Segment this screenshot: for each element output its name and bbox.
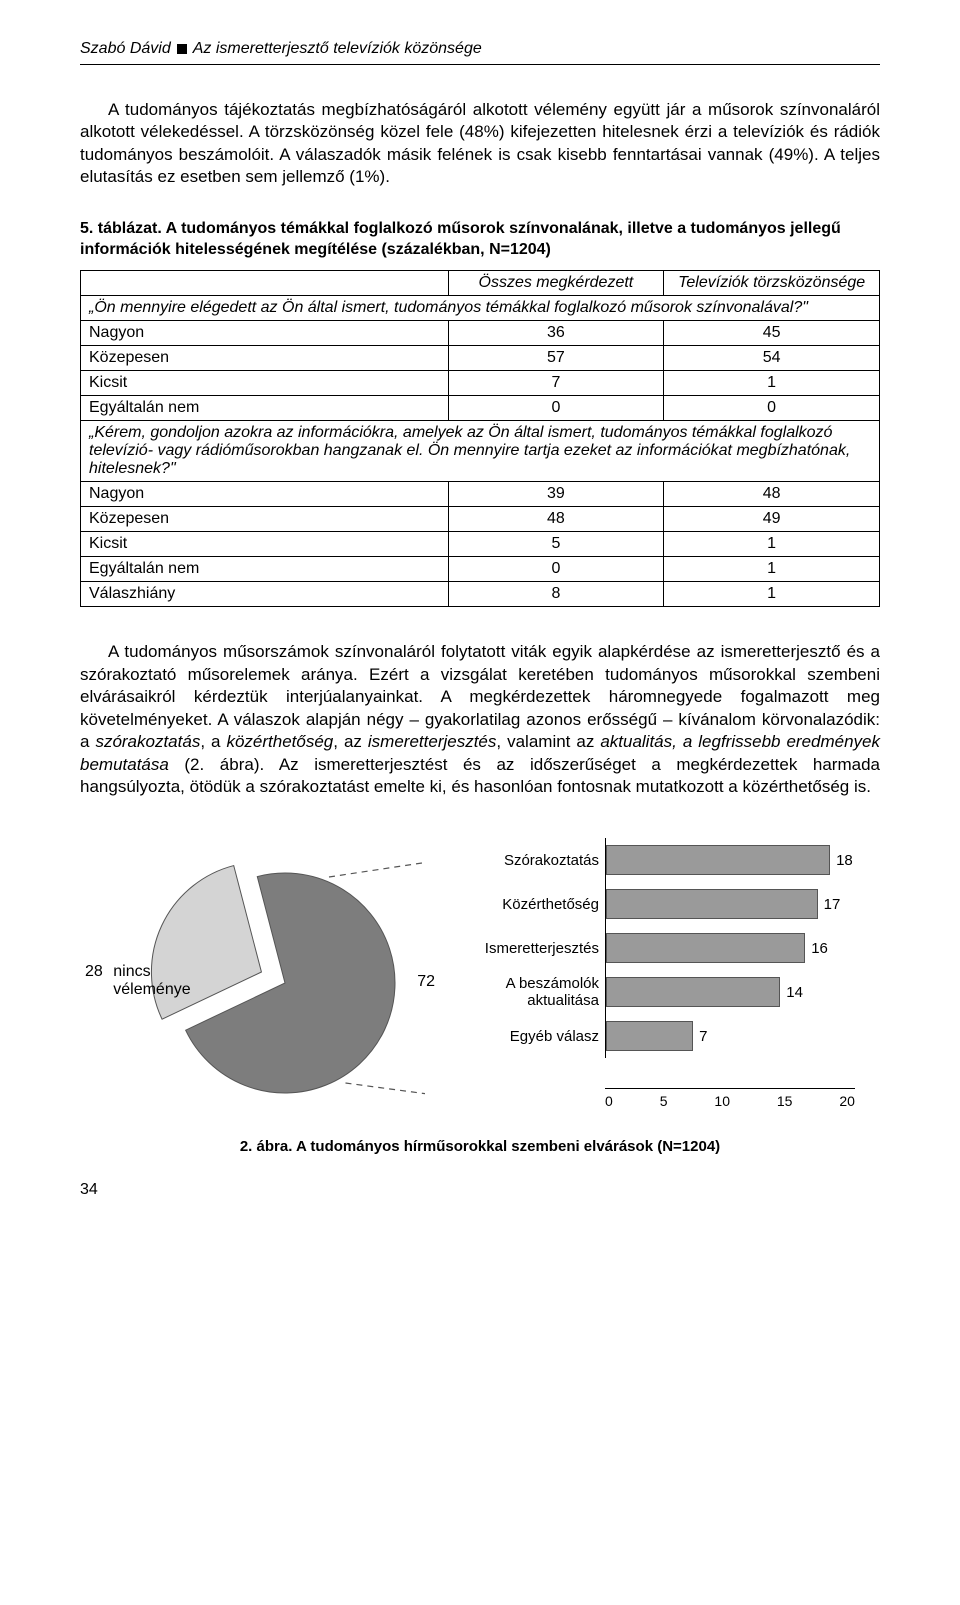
- pie-chart: 28 nincs véleménye 72: [105, 843, 425, 1113]
- table-row: Nagyon3948: [81, 482, 880, 507]
- axis-tick: 15: [777, 1093, 793, 1109]
- bar-row: Közérthetőség 17: [435, 882, 855, 926]
- bar-track: 14: [605, 970, 855, 1014]
- bar-rect: [606, 845, 830, 875]
- bar-value: 16: [811, 940, 828, 957]
- author-name: Szabó Dávid: [80, 40, 171, 58]
- bar-label: Közérthetőség: [435, 896, 605, 913]
- bar-rect: [606, 1021, 693, 1051]
- bar-row: A beszámolók aktualitása 14: [435, 970, 855, 1014]
- bar-rect: [606, 889, 818, 919]
- bar-label: Ismeretterjesztés: [435, 940, 605, 957]
- table-header-row: Összes megkérdezett Televíziók törzsközö…: [81, 271, 880, 296]
- table-row: Közepesen4849: [81, 507, 880, 532]
- figure-caption: 2. ábra. A tudományos hírműsorokkal szem…: [80, 1138, 880, 1155]
- bar-track: 16: [605, 926, 855, 970]
- table-row: Közepesen5754: [81, 346, 880, 371]
- col-header-1: Összes megkérdezett: [448, 271, 664, 296]
- table-row: Válaszhiány81: [81, 582, 880, 607]
- x-axis: 0 5 10 15 20: [605, 1088, 855, 1118]
- paragraph-2: A tudományos műsorszámok színvonaláról f…: [80, 641, 880, 798]
- table-row: Egyáltalán nem01: [81, 557, 880, 582]
- bar-rect: [606, 933, 805, 963]
- paragraph-1: A tudományos tájékoztatás megbízhatóságá…: [80, 99, 880, 189]
- question-2: „Kérem, gondoljon azokra az információkr…: [81, 421, 880, 482]
- table-caption: 5. táblázat. A tudományos témákkal fogla…: [80, 219, 880, 261]
- header-rule: [80, 64, 880, 65]
- axis-tick: 20: [839, 1093, 855, 1109]
- axis-tick: 5: [660, 1093, 668, 1109]
- article-title: Az ismeretterjesztő televíziók közönsége: [193, 40, 482, 58]
- bar-row: Ismeretterjesztés 16: [435, 926, 855, 970]
- bar-track: 18: [605, 838, 855, 882]
- bar-value: 14: [786, 984, 803, 1001]
- table-row: Nagyon3645: [81, 321, 880, 346]
- table-row: Kicsit51: [81, 532, 880, 557]
- running-head: Szabó Dávid Az ismeretterjesztő televízi…: [80, 40, 880, 58]
- bar-label: Egyéb válasz: [435, 1028, 605, 1045]
- axis-tick: 10: [714, 1093, 730, 1109]
- bar-value: 17: [824, 896, 841, 913]
- bar-row: Szórakoztatás 18: [435, 838, 855, 882]
- axis-tick: 0: [605, 1093, 613, 1109]
- bar-value: 18: [836, 852, 853, 869]
- question-1: „Ön mennyire elégedett az Ön által ismer…: [81, 296, 880, 321]
- table-row: Kicsit71: [81, 371, 880, 396]
- data-table: Összes megkérdezett Televíziók törzsközö…: [80, 270, 880, 607]
- bar-row: Egyéb válasz 7: [435, 1014, 855, 1058]
- bar-track: 17: [605, 882, 855, 926]
- separator-square-icon: [177, 44, 187, 54]
- bar-track: 7: [605, 1014, 855, 1058]
- bar-rect: [606, 977, 780, 1007]
- table-row: Egyáltalán nem00: [81, 396, 880, 421]
- page-number: 34: [80, 1181, 880, 1199]
- col-header-2: Televíziók törzsközönsége: [664, 271, 880, 296]
- pie-label-has-opinion: 72: [417, 973, 435, 991]
- figure-2: 28 nincs véleménye 72 Szórakoztatás 18 Köz…: [80, 828, 880, 1128]
- pie-label-no-opinion: 28 nincs véleménye: [85, 963, 191, 999]
- bar-label: A beszámolók aktualitása: [435, 975, 605, 1009]
- bar-chart: Szórakoztatás 18 Közérthetőség 17 Ismeretter…: [435, 838, 855, 1118]
- bar-label: Szórakoztatás: [435, 852, 605, 869]
- bar-value: 7: [699, 1028, 707, 1045]
